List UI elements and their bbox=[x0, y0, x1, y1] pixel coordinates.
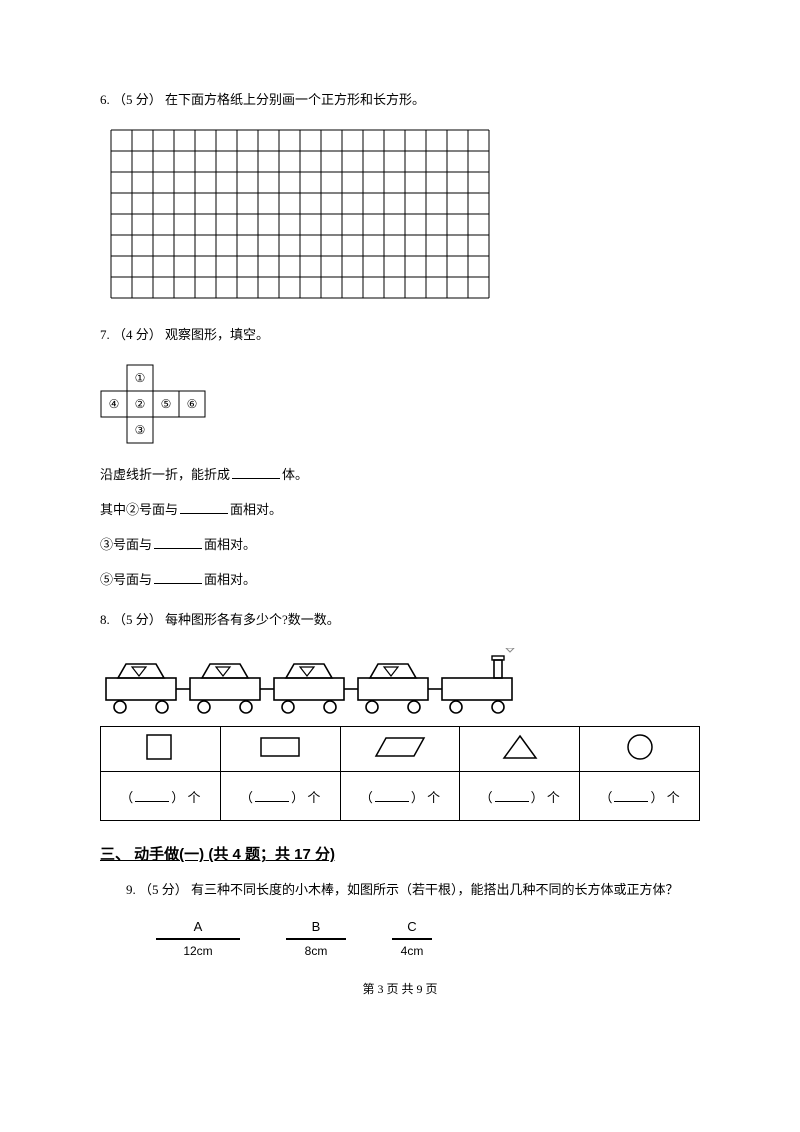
q7-l2a: 其中②号面与 bbox=[100, 502, 178, 517]
question-7: 7. （4 分） 观察图形，填空。 ① ④ ② ⑤ ⑥ ③ 沿虚线折一折，能折成 体。 其中… bbox=[100, 325, 700, 588]
q7-l4a: ⑤号面与 bbox=[100, 572, 152, 587]
q8-num: 8. bbox=[100, 612, 110, 627]
shape-para-cell bbox=[340, 727, 460, 772]
svg-text:①: ① bbox=[135, 371, 146, 385]
blank[interactable] bbox=[495, 788, 529, 802]
question-8: 8. （5 分） 每种图形各有多少个?数一数。 （ ） 个 （ ） 个 （ ） 个 （… bbox=[100, 610, 700, 822]
svg-text:③: ③ bbox=[135, 423, 146, 437]
s: ） 个 bbox=[291, 790, 320, 805]
s: ） 个 bbox=[411, 790, 440, 805]
q7-num: 7. bbox=[100, 327, 110, 342]
shape-tri-cell bbox=[460, 727, 580, 772]
q6-body: 在下面方格纸上分别画一个正方形和长方形。 bbox=[165, 92, 425, 107]
q7-line4: ⑤号面与 面相对。 bbox=[100, 569, 700, 588]
q6-num: 6. bbox=[100, 92, 110, 107]
s: ） 个 bbox=[171, 790, 200, 805]
p: （ bbox=[480, 790, 493, 805]
q9-body: 有三种不同长度的小木棒，如图所示（若干根），能搭出几种不同的长方体或正方体？ bbox=[191, 882, 679, 897]
q7-text: 7. （4 分） 观察图形，填空。 bbox=[100, 325, 700, 346]
svg-text:②: ② bbox=[135, 397, 146, 411]
blank[interactable] bbox=[154, 535, 202, 549]
svg-text:④: ④ bbox=[109, 397, 120, 411]
count-4[interactable]: （ ） 个 bbox=[460, 772, 580, 821]
question-9: 9. （5 分） 有三种不同长度的小木棒，如图所示（若干根），能搭出几种不同的长… bbox=[100, 880, 700, 958]
section-3-title: 三、 动手做(一) (共 4 题；共 17 分) bbox=[100, 843, 700, 864]
q8-body: 每种图形各有多少个?数一数。 bbox=[165, 612, 340, 627]
blank[interactable] bbox=[614, 788, 648, 802]
blank[interactable] bbox=[180, 500, 228, 514]
s: ） 个 bbox=[650, 790, 679, 805]
p: （ bbox=[599, 790, 612, 805]
count-1[interactable]: （ ） 个 bbox=[101, 772, 221, 821]
q7-l2b: 面相对。 bbox=[230, 502, 282, 517]
q7-line2: 其中②号面与 面相对。 bbox=[100, 499, 700, 518]
shape-circ-cell bbox=[580, 727, 700, 772]
count-2[interactable]: （ ） 个 bbox=[220, 772, 340, 821]
p: （ bbox=[120, 790, 133, 805]
q6-text: 6. （5 分） 在下面方格纸上分别画一个正方形和长方形。 bbox=[100, 90, 700, 111]
q7-line1: 沿虚线折一折，能折成 体。 bbox=[100, 464, 700, 483]
page-footer: 第 3 页 共 9 页 bbox=[100, 980, 700, 997]
q7-l1a: 沿虚线折一折，能折成 bbox=[100, 467, 230, 482]
stick-C: C4cm bbox=[392, 919, 432, 958]
blank[interactable] bbox=[154, 570, 202, 584]
q7-l3a: ③号面与 bbox=[100, 537, 152, 552]
svg-text:⑤: ⑤ bbox=[161, 397, 172, 411]
question-6: 6. （5 分） 在下面方格纸上分别画一个正方形和长方形。 bbox=[100, 90, 700, 303]
q9-text: 9. （5 分） 有三种不同长度的小木棒，如图所示（若干根），能搭出几种不同的长… bbox=[126, 880, 700, 901]
q7-points: （4 分） bbox=[113, 327, 162, 342]
blank[interactable] bbox=[232, 465, 280, 479]
q9-sticks: A12cm B8cm C4cm bbox=[156, 919, 700, 958]
q8-points: （5 分） bbox=[113, 612, 162, 627]
q8-shapes-table: （ ） 个 （ ） 个 （ ） 个 （ ） 个 （ ） 个 bbox=[100, 726, 700, 821]
blank[interactable] bbox=[135, 788, 169, 802]
svg-text:⑥: ⑥ bbox=[187, 397, 198, 411]
q7-l4b: 面相对。 bbox=[204, 572, 256, 587]
blank[interactable] bbox=[375, 788, 409, 802]
q7-l1b: 体。 bbox=[282, 467, 308, 482]
q7-net: ① ④ ② ⑤ ⑥ ③ bbox=[100, 364, 700, 448]
p: （ bbox=[360, 790, 373, 805]
shape-square-cell bbox=[101, 727, 221, 772]
s: ） 个 bbox=[531, 790, 560, 805]
q9-points: （5 分） bbox=[139, 882, 188, 897]
count-5[interactable]: （ ） 个 bbox=[580, 772, 700, 821]
shape-rect-cell bbox=[220, 727, 340, 772]
q7-line3: ③号面与 面相对。 bbox=[100, 534, 700, 553]
stick-B: B8cm bbox=[286, 919, 346, 958]
q8-text: 8. （5 分） 每种图形各有多少个?数一数。 bbox=[100, 610, 700, 631]
q7-body: 观察图形，填空。 bbox=[165, 327, 269, 342]
count-3[interactable]: （ ） 个 bbox=[340, 772, 460, 821]
q7-l3b: 面相对。 bbox=[204, 537, 256, 552]
q9-num: 9. bbox=[126, 882, 136, 897]
p: （ bbox=[240, 790, 253, 805]
stick-A: A12cm bbox=[156, 919, 240, 958]
blank[interactable] bbox=[255, 788, 289, 802]
q8-train bbox=[100, 648, 700, 722]
q6-points: （5 分） bbox=[113, 92, 162, 107]
q6-grid bbox=[110, 129, 700, 303]
